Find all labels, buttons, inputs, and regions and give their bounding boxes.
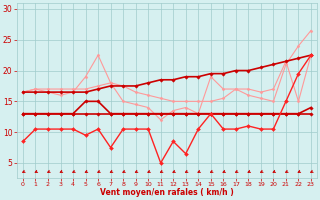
X-axis label: Vent moyen/en rafales ( km/h ): Vent moyen/en rafales ( km/h ) [100,188,234,197]
